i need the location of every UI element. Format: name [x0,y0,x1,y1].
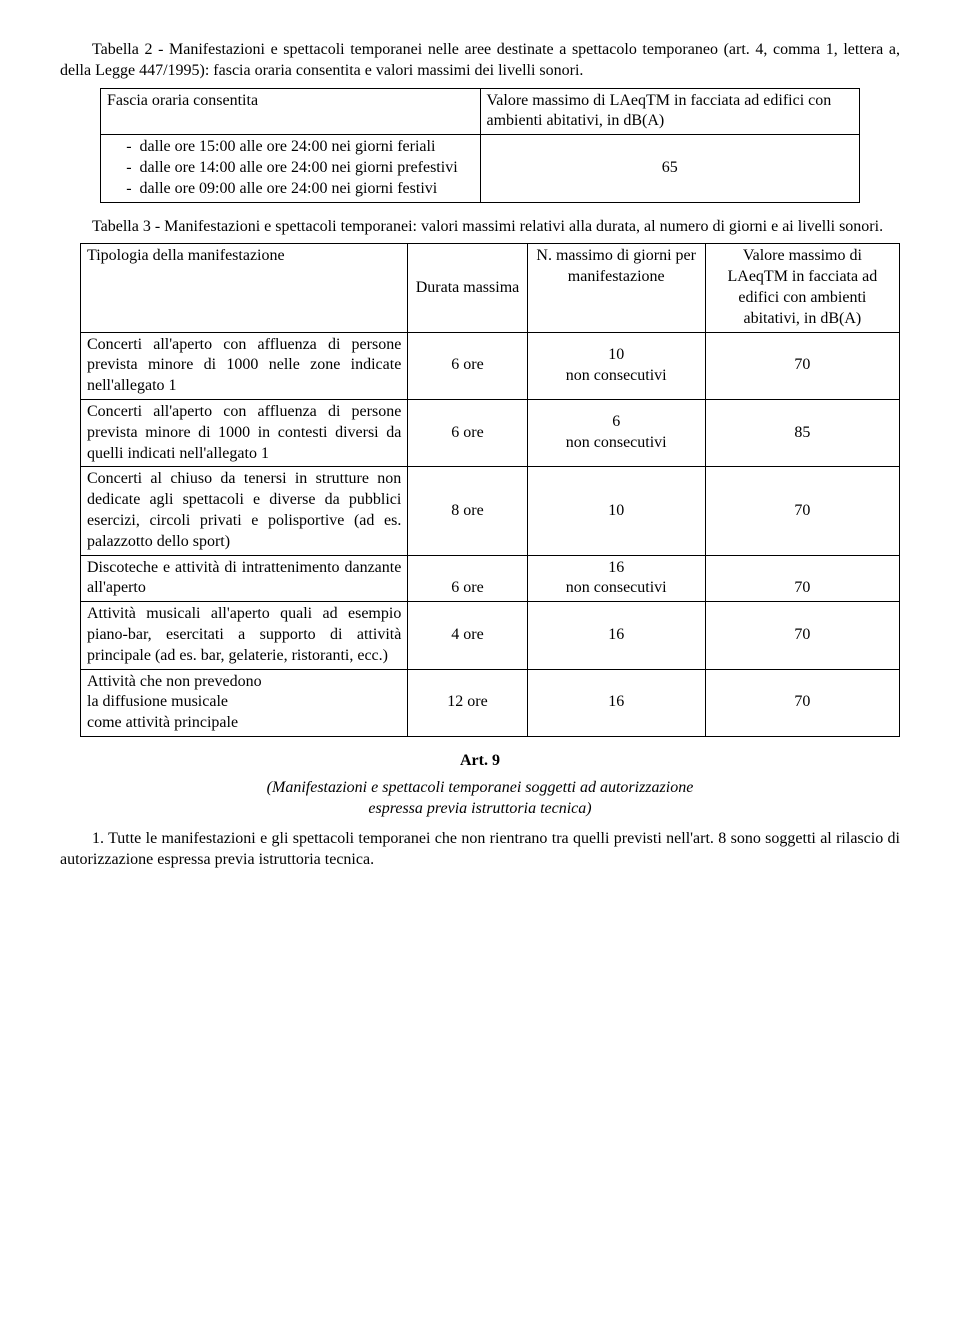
t3-h2: Durata massima [408,244,527,332]
tabella-3: Tipologia della manifestazione Durata ma… [80,243,900,737]
table-row: dalle ore 15:00 alle ore 24:00 nei giorn… [101,135,860,202]
table-row: Tipologia della manifestazione Durata ma… [81,244,900,332]
t3-r4c1: Discoteche e attività di intrattenimento… [81,555,408,602]
t3-r1c1: Concerti all'aperto con affluenza di per… [81,332,408,399]
t3-r3c1: Concerti al chiuso da tenersi in struttu… [81,467,408,555]
t3-r2c2: 6 ore [408,399,527,466]
t3-r2c3: 6 non consecutivi [527,399,705,466]
t2-header-fascia: Fascia oraria consentita [101,88,481,135]
table-row: Fascia oraria consentita Valore massimo … [101,88,860,135]
t3-r1c3: 10 non consecutivi [527,332,705,399]
t2-valore: 65 [480,135,860,202]
t3-r2c3-num: 6 [612,413,620,430]
t3-r6c1-b: la diffusione musicale [87,693,228,710]
t3-h1: Tipologia della manifestazione [81,244,408,332]
table-row: Concerti all'aperto con affluenza di per… [81,399,900,466]
t3-r6c4: 70 [705,669,899,736]
t3-r4c2: 6 ore [408,555,527,602]
t2-fascia-feriali: dalle ore 15:00 alle ore 24:00 nei giorn… [126,137,473,158]
t3-r1c3-note: non consecutivi [566,367,667,384]
t3-r5c3: 16 [527,602,705,669]
t3-r6c1-c: come attività principale [87,714,238,731]
t3-h3: N. massimo di giorni per manifestazione [527,244,705,332]
art9-subtitle: (Manifestazioni e spettacoli temporanei … [60,778,900,820]
table-row: Attività musicali all'aperto quali ad es… [81,602,900,669]
t3-r1c4: 70 [705,332,899,399]
t2-fascia-festivi: dalle ore 09:00 alle ore 24:00 nei giorn… [126,179,473,200]
t2-fascia-prefestivi: dalle ore 14:00 alle ore 24:00 nei giorn… [126,158,473,179]
t3-r6c1-a: Attività che non prevedono [87,673,262,690]
t3-r3c3: 10 [527,467,705,555]
table-row: Attività che non prevedono la diffusione… [81,669,900,736]
art9-p1: 1. Tutte le manifestazioni e gli spettac… [60,829,900,871]
t2-fascia-cell: dalle ore 15:00 alle ore 24:00 nei giorn… [101,135,481,202]
art9-title: Art. 9 [60,751,900,772]
art9-sub2: espressa previa istruttoria tecnica) [368,800,591,817]
tabella-2: Fascia oraria consentita Valore massimo … [100,88,860,203]
t3-r1c3-num: 10 [608,346,624,363]
t3-r2c1: Concerti all'aperto con affluenza di per… [81,399,408,466]
t2-header-valore: Valore massimo di LAeqTM in facciata ad … [480,88,860,135]
t3-r1c2: 6 ore [408,332,527,399]
t3-r5c1: Attività musicali all'aperto quali ad es… [81,602,408,669]
t3-r5c2: 4 ore [408,602,527,669]
art9-sub1: (Manifestazioni e spettacoli temporanei … [267,779,694,796]
table-row: Concerti all'aperto con affluenza di per… [81,332,900,399]
table-row: Discoteche e attività di intrattenimento… [81,555,900,602]
t3-r6c3: 16 [527,669,705,736]
t3-r4c3-note: non consecutivi [566,579,667,596]
t3-h4: Valore massimo di LAeqTM in facciata ad … [705,244,899,332]
t3-r2c3-note: non consecutivi [566,434,667,451]
t3-r5c4: 70 [705,602,899,669]
table-row: Concerti al chiuso da tenersi in struttu… [81,467,900,555]
t3-r6c1: Attività che non prevedono la diffusione… [81,669,408,736]
tabella3-intro: Tabella 3 - Manifestazioni e spettacoli … [60,217,900,238]
t3-r6c2: 12 ore [408,669,527,736]
t3-r3c2: 8 ore [408,467,527,555]
t3-r3c4: 70 [705,467,899,555]
tabella2-intro: Tabella 2 - Manifestazioni e spettacoli … [60,40,900,82]
t3-r4c4: 70 [705,555,899,602]
t3-r2c4: 85 [705,399,899,466]
t3-r4c3: 16 non consecutivi [527,555,705,602]
t3-r4c3-num: 16 [608,559,624,576]
